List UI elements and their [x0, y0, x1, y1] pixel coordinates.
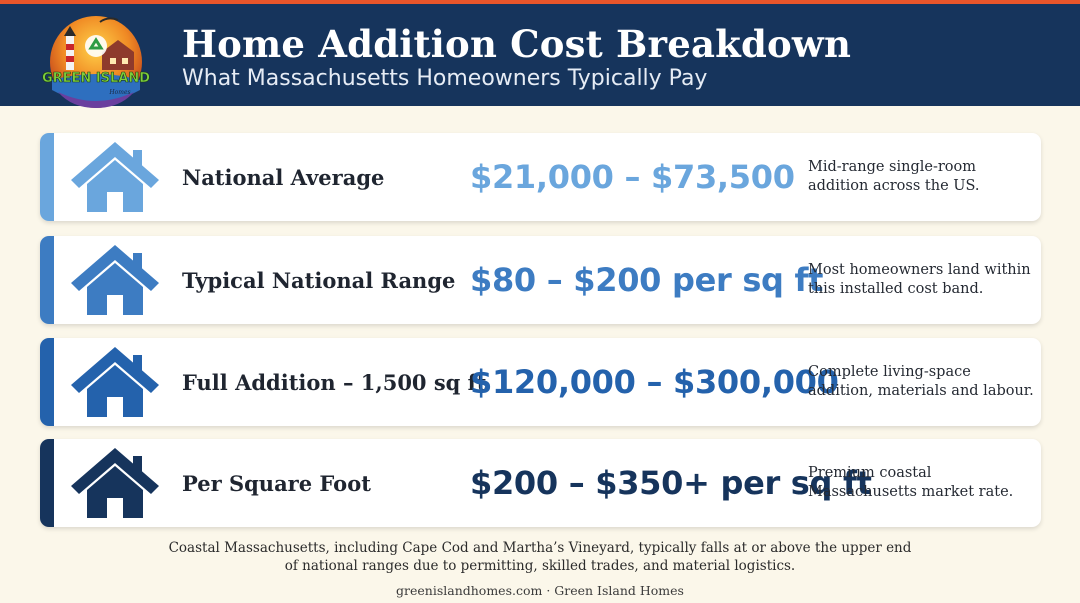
card-description: Mid-range single-room addition across th…	[808, 133, 1036, 221]
card-description-line: Premium coastal	[808, 465, 932, 481]
logo-wordmark: GREEN ISLAND	[42, 71, 150, 86]
card-label: Per Square Foot	[182, 470, 371, 496]
card-value: $21,000 – $73,500	[470, 158, 795, 196]
card-value: $80 – $200 per sq ft	[470, 261, 824, 299]
card-value: $120,000 – $300,000	[470, 363, 839, 401]
card-label: Typical National Range	[182, 267, 456, 293]
card-description-line: Massachusetts market rate.	[808, 484, 1014, 500]
card-description-line: Most homeowners land within	[808, 262, 1031, 278]
house-icon	[71, 245, 159, 315]
card-description-line: Mid-range single-room	[808, 159, 977, 175]
house-icon	[71, 347, 159, 417]
house-icon	[71, 448, 159, 518]
page-title: Home Addition Cost Breakdown	[182, 22, 852, 66]
card-accent-bar	[40, 133, 54, 221]
green-island-logo: GREEN ISLAND Homes	[42, 16, 151, 108]
footnote-line: of national ranges due to permitting, sk…	[284, 558, 796, 574]
site-credit: greenislandhomes.com · Green Island Home…	[396, 583, 684, 598]
top-accent-stripe	[0, 0, 1080, 4]
cost-card-typical-national-range: Typical National Range $80 – $200 per sq…	[40, 236, 1041, 324]
card-description: Most homeowners land within this install…	[808, 236, 1036, 324]
card-description: Complete living-space addition, material…	[808, 338, 1036, 426]
card-description-line: addition, materials and labour.	[808, 383, 1034, 399]
card-accent-bar	[40, 338, 54, 426]
house-icon	[71, 142, 159, 212]
footnote: Coastal Massachusetts, including Cape Co…	[140, 539, 940, 575]
header-banner: GREEN ISLAND Homes Home Addition Cost Br…	[0, 4, 1080, 108]
logo-subtext: Homes	[108, 89, 130, 96]
card-description-line: addition across the US.	[808, 178, 980, 194]
page-subtitle: What Massachusetts Homeowners Typically …	[182, 66, 708, 91]
cost-card-full-addition: Full Addition – 1,500 sq ft $120,000 – $…	[40, 338, 1041, 426]
card-description-line: Complete living-space	[808, 364, 971, 380]
card-label: National Average	[182, 164, 385, 190]
cost-card-national-average: National Average $21,000 – $73,500 Mid-r…	[40, 133, 1041, 221]
card-accent-bar	[40, 439, 54, 527]
card-accent-bar	[40, 236, 54, 324]
card-value: $200 – $350+ per sq ft	[470, 464, 872, 502]
cost-card-per-square-foot: Per Square Foot $200 – $350+ per sq ft P…	[40, 439, 1041, 527]
card-description-line: this installed cost band.	[808, 281, 984, 297]
card-label: Full Addition – 1,500 sq ft	[182, 369, 487, 395]
card-description: Premium coastal Massachusetts market rat…	[808, 439, 1036, 527]
footnote-line: Coastal Massachusetts, including Cape Co…	[168, 540, 912, 556]
